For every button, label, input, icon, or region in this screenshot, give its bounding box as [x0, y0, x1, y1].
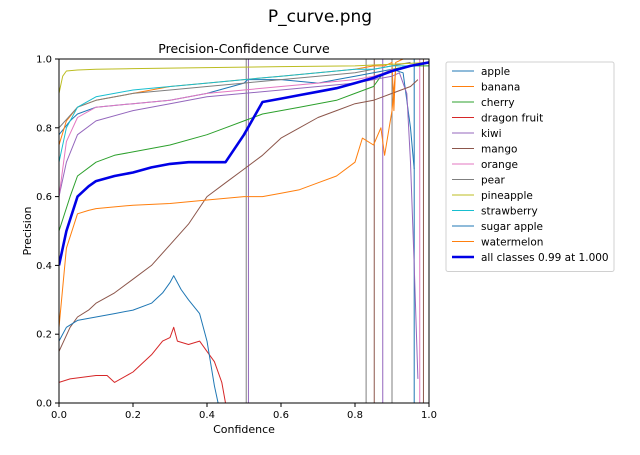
legend-label: mango	[481, 143, 517, 155]
legend-label: pear	[481, 174, 506, 186]
series-line-strawberry	[59, 65, 411, 163]
legend-label: sugar apple	[481, 221, 543, 233]
legend-label: strawberry	[481, 205, 538, 217]
legend-label: all classes 0.99 at 1.000	[481, 252, 609, 264]
x-tick-label: 0.8	[347, 410, 363, 421]
legend-box	[445, 61, 615, 272]
series-line-watermelon	[59, 69, 397, 328]
legend-label: orange	[481, 159, 518, 171]
axes-frame	[58, 58, 430, 404]
legend-label: dragon fruit	[481, 112, 543, 124]
y-tick-label: 0.8	[36, 123, 52, 134]
series-line-pear	[59, 61, 411, 129]
x-tick-label: 0.4	[199, 410, 215, 421]
y-tick-label: 1.0	[36, 55, 52, 66]
series-line-kiwi	[59, 72, 419, 379]
series-line-pineapple	[59, 61, 429, 94]
series-line-dragon	[59, 326, 226, 403]
x-tick-label: 1.0	[421, 410, 437, 421]
y-tick-label: 0.0	[36, 399, 52, 410]
legend-label: apple	[481, 66, 510, 78]
series-line-cherry	[59, 65, 429, 232]
series-line-sugar	[59, 275, 219, 403]
y-tick-label: 0.6	[36, 192, 52, 203]
page-title: P_curve.png	[267, 7, 373, 27]
legend-label: banana	[481, 81, 520, 93]
series-line-mango	[59, 79, 419, 352]
x-tick-label: 0.0	[51, 410, 67, 421]
x-tick-label: 0.2	[125, 410, 141, 421]
series-line-all	[59, 61, 429, 266]
y-tick-label: 0.4	[36, 261, 52, 272]
legend-label: cherry	[481, 97, 515, 109]
legend: apple banana cherry dragon fruit kiwi mango or…	[445, 61, 615, 272]
axis-ticks: 0.0 0.2 0.4 0.6 0.8 1.0 0.0 0.2 0.4 0.6 0.8 1.0	[36, 55, 437, 422]
x-tick-label: 0.6	[273, 410, 289, 421]
y-axis-label: Precision	[21, 206, 34, 255]
legend-label: kiwi	[481, 128, 502, 140]
legend-label: watermelon	[481, 236, 543, 248]
legend-label: pineapple	[481, 190, 533, 202]
x-axis-label: Confidence	[213, 423, 275, 436]
chart-title: Precision-Confidence Curve	[158, 41, 330, 56]
y-tick-label: 0.2	[36, 330, 52, 341]
